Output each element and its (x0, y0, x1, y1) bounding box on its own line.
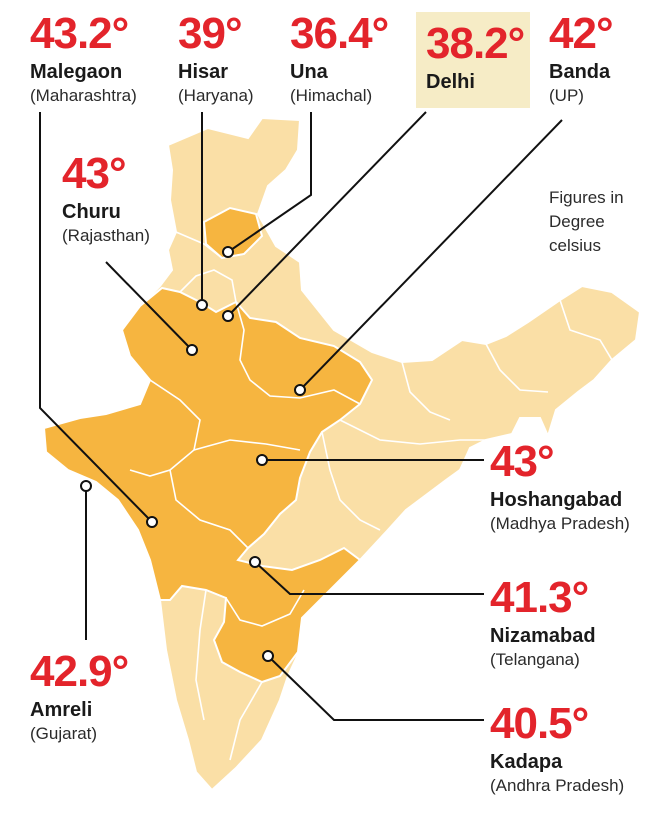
callout-una: 36.4° Una (Himachal) (290, 9, 389, 105)
leader-una (227, 112, 312, 253)
city-markers (80, 246, 306, 662)
state-name: (Rajasthan) (62, 226, 150, 245)
marker-churu (186, 344, 198, 356)
state-name: (Himachal) (290, 86, 373, 105)
leader-malegaon (39, 112, 153, 523)
marker-kadapa (262, 650, 274, 662)
temperature-label: 36.4° (290, 9, 389, 58)
marker-nizamabad (249, 556, 261, 568)
marker-hoshangabad (256, 454, 268, 466)
state-name: (UP) (549, 86, 584, 105)
leader-lines (39, 111, 563, 721)
delhi-highlight-box (416, 12, 530, 108)
marker-malegaon (146, 516, 158, 528)
temperature-label: 40.5° (490, 699, 589, 748)
leader-nizamabad (254, 561, 484, 595)
city-name: Malegaon (30, 61, 123, 83)
leader-kadapa (267, 655, 484, 721)
state-name: (Maharashtra) (30, 86, 137, 105)
temperature-label: 43° (490, 437, 555, 486)
marker-banda (294, 384, 306, 396)
leader-delhi (227, 111, 427, 317)
state-borders (129, 231, 613, 761)
leader-churu (105, 261, 193, 351)
city-name: Banda (549, 61, 611, 83)
city-name: Hisar (178, 61, 229, 83)
callout-nizamabad: 41.3° Nizamabad (Telangana) (490, 573, 596, 669)
city-name: Nizamabad (490, 625, 596, 647)
city-name: Kadapa (490, 751, 563, 773)
callout-hoshangabad: 43° Hoshangabad (Madhya Pradesh) (490, 437, 630, 533)
callout-hisar: 39° Hisar (Haryana) (178, 9, 254, 105)
city-name: Amreli (30, 699, 93, 721)
marker-hisar (196, 299, 208, 311)
city-name: Hoshangabad (490, 489, 623, 511)
city-name: Una (290, 61, 328, 83)
state-name: (Madhya Pradesh) (490, 514, 630, 533)
callout-delhi: 38.2° Delhi (426, 19, 525, 93)
callout-amreli: 42.9° Amreli (Gujarat) (30, 647, 129, 743)
marker-amreli (80, 480, 92, 492)
callout-banda: 42° Banda (UP) (549, 9, 614, 105)
units-note: Figures in Degree celsius (549, 188, 624, 255)
state-name: (Telangana) (490, 650, 580, 669)
marker-una (222, 246, 234, 258)
callout-kadapa: 40.5° Kadapa (Andhra Pradesh) (490, 699, 625, 795)
city-name: Delhi (426, 71, 475, 93)
temperature-label: 38.2° (426, 19, 525, 68)
state-name: (Gujarat) (30, 724, 98, 743)
temperature-label: 42° (549, 9, 614, 58)
state-name: (Haryana) (178, 86, 254, 105)
state-name: (Andhra Pradesh) (490, 776, 625, 795)
callout-malegaon: 43.2° Malegaon (Maharashtra) (30, 9, 137, 105)
temperature-label: 39° (178, 9, 243, 58)
callout-churu: 43° Churu (Rajasthan) (62, 149, 150, 245)
temperature-label: 41.3° (490, 573, 589, 622)
temperature-label: 43.2° (30, 9, 129, 58)
marker-delhi (222, 310, 234, 322)
temperature-label: 42.9° (30, 647, 129, 696)
temperature-label: 43° (62, 149, 127, 198)
leader-banda (299, 119, 563, 391)
heatwave-region (42, 286, 374, 684)
city-name: Churu (62, 201, 121, 223)
